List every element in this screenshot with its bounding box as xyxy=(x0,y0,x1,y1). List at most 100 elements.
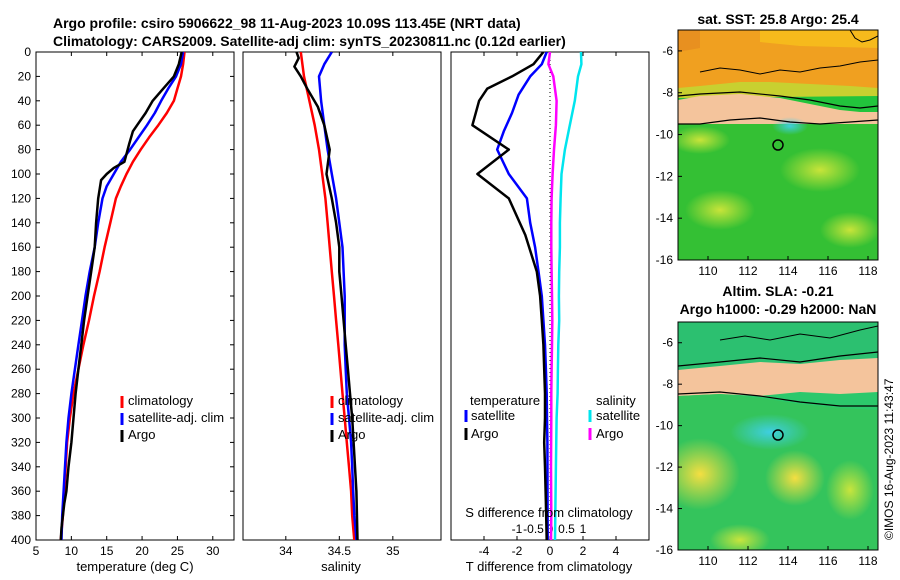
depth-tick-label: 300 xyxy=(11,411,31,425)
figure-title-line1: Argo profile: csiro 5906622_98 11-Aug-20… xyxy=(53,15,521,31)
lon-tick-label: 116 xyxy=(818,554,837,568)
depth-tick-label: 160 xyxy=(11,240,31,254)
salinity-legend: climatology satellite-adj. clim Argo xyxy=(330,393,434,442)
sla-map-image xyxy=(678,322,878,550)
x-tick-label: 25 xyxy=(171,544,185,558)
depth-tick-label: 120 xyxy=(11,191,31,205)
legend-satellite-label: satellite-adj. clim xyxy=(128,410,224,425)
legend-s-argo-label: Argo xyxy=(596,426,623,441)
series-argo xyxy=(293,52,359,540)
depth-tick-label: 340 xyxy=(11,460,31,474)
figure-title-line2: Climatology: CARS2009. Satellite-adj cli… xyxy=(53,33,566,49)
lon-tick-label: 118 xyxy=(858,554,877,568)
s-difference-label: S difference from climatology xyxy=(465,505,633,520)
lon-tick-label: 114 xyxy=(778,554,797,568)
s-tick-label: -0.5 xyxy=(523,522,544,536)
depth-tick-label: 400 xyxy=(11,533,31,547)
series-argo xyxy=(59,52,183,540)
sla-map-frame xyxy=(677,321,879,551)
depth-tick-label: 80 xyxy=(18,143,32,157)
depth-tick-label: 100 xyxy=(11,167,31,181)
series-satellite-adj-clim xyxy=(317,52,358,540)
sst-map-title: sat. SST: 25.8 Argo: 25.4 xyxy=(697,11,859,27)
lat-tick-label: -8 xyxy=(662,86,673,100)
depth-tick-label: 60 xyxy=(18,118,32,132)
temperature-legend: climatology satellite-adj. clim Argo xyxy=(120,393,224,442)
legend-s-satellite-label: satellite xyxy=(596,408,640,423)
x-tick-label: 4 xyxy=(613,544,620,558)
sst-map-ticks: 110 112 114 116 118 -6 -8 -10 -12 -14 -16 xyxy=(656,44,878,278)
lat-tick-label: -14 xyxy=(656,502,674,516)
sla-map-ticks: 110 112 114 116 118 -6 -8 -10 -12 -14 -16 xyxy=(656,336,878,568)
legend-argo-label: Argo xyxy=(338,427,365,442)
s-tick-label: 0.5 xyxy=(558,522,575,536)
argo-float-marker xyxy=(772,139,784,151)
x-tick-label: 0 xyxy=(547,544,554,558)
legend-satellite-label: satellite-adj. clim xyxy=(338,410,434,425)
legend-temperature-title: temperature xyxy=(470,393,540,408)
sst-map-panel: sat. SST: 25.8 Argo: 25.4 110 112 114 116 11… xyxy=(656,11,879,278)
series-climatology xyxy=(299,52,356,540)
x-tick-label: -2 xyxy=(512,544,523,558)
temperature-lines xyxy=(59,52,186,540)
x-tick-label: 10 xyxy=(65,544,79,558)
salinity-panel: 34 34.5 35 salinity climatology satellite-… xyxy=(242,51,442,574)
legend-argo-label: Argo xyxy=(128,427,155,442)
temperature-ticks: 5 10 15 20 25 30 xyxy=(33,52,220,558)
salinity-ticks: 34 34.5 35 xyxy=(279,52,400,558)
depth-tick-label: 200 xyxy=(11,289,31,303)
lat-tick-label: -6 xyxy=(662,44,673,58)
legend-climatology-label: climatology xyxy=(338,393,404,408)
sla-map-subtitle: Argo h1000: -0.29 h2000: NaN xyxy=(680,301,877,317)
depth-tick-label: 280 xyxy=(11,387,31,401)
sst-map-image xyxy=(678,30,878,260)
lon-tick-label: 110 xyxy=(698,264,717,278)
difference-lines xyxy=(471,52,583,540)
lat-tick-label: -10 xyxy=(656,128,674,142)
depth-tick-label: 0 xyxy=(24,45,31,59)
depth-tick-label: 40 xyxy=(18,94,32,108)
s-tick-label: -1 xyxy=(512,522,523,536)
temperature-xlabel: temperature (deg C) xyxy=(76,559,193,574)
lon-tick-label: 116 xyxy=(818,264,837,278)
lat-tick-label: -12 xyxy=(656,460,674,474)
salinity-lines xyxy=(293,52,359,540)
legend-climatology-label: climatology xyxy=(128,393,194,408)
lon-tick-label: 114 xyxy=(778,264,797,278)
lat-tick-label: -6 xyxy=(662,336,673,350)
series-s-satellite xyxy=(553,52,583,540)
depth-tick-label: 380 xyxy=(11,509,31,523)
lat-tick-label: -16 xyxy=(656,253,674,267)
lat-tick-label: -14 xyxy=(656,211,674,225)
depth-tick-label: 240 xyxy=(11,338,31,352)
temperature-panel: 0204060801001201401601802002202402602803… xyxy=(11,45,649,574)
x-tick-label: 15 xyxy=(100,544,114,558)
sst-map-frame xyxy=(677,29,879,261)
legend-t-argo-label: Argo xyxy=(471,426,498,441)
series-s-argo xyxy=(547,52,558,540)
depth-tick-label: 140 xyxy=(11,216,31,230)
lat-tick-label: -10 xyxy=(656,419,674,433)
x-tick-label: -4 xyxy=(479,544,490,558)
legend-t-satellite-label: satellite xyxy=(471,408,515,423)
lon-tick-label: 118 xyxy=(858,264,877,278)
depth-tick-label: 180 xyxy=(11,265,31,279)
series-t-argo xyxy=(471,52,548,540)
salinity-xlabel: salinity xyxy=(321,559,361,574)
x-tick-label: 5 xyxy=(33,544,40,558)
x-tick-label: 2 xyxy=(580,544,587,558)
depth-tick-label: 360 xyxy=(11,484,31,498)
difference-panel: -4 -2 0 2 4 -1 -0.5 0 0.5 1 T difference from cl… xyxy=(450,51,650,574)
depth-tick-label: 220 xyxy=(11,313,31,327)
x-tick-label: 35 xyxy=(386,544,400,558)
imos-credit: ©IMOS 16-Aug-2023 11:43:47 xyxy=(882,378,896,540)
lon-tick-label: 112 xyxy=(738,554,757,568)
x-tick-label: 34 xyxy=(279,544,293,558)
lon-tick-label: 110 xyxy=(698,554,717,568)
sla-map-title: Altim. SLA: -0.21 xyxy=(722,283,833,299)
argo-float-marker xyxy=(772,429,784,441)
difference-legend: temperature salinity satellite Argo sate… xyxy=(464,393,640,441)
depth-tick-label: 320 xyxy=(11,435,31,449)
sla-map-panel: Altim. SLA: -0.21 Argo h1000: -0.29 h200… xyxy=(656,283,879,568)
x-tick-label: 34.5 xyxy=(328,544,352,558)
